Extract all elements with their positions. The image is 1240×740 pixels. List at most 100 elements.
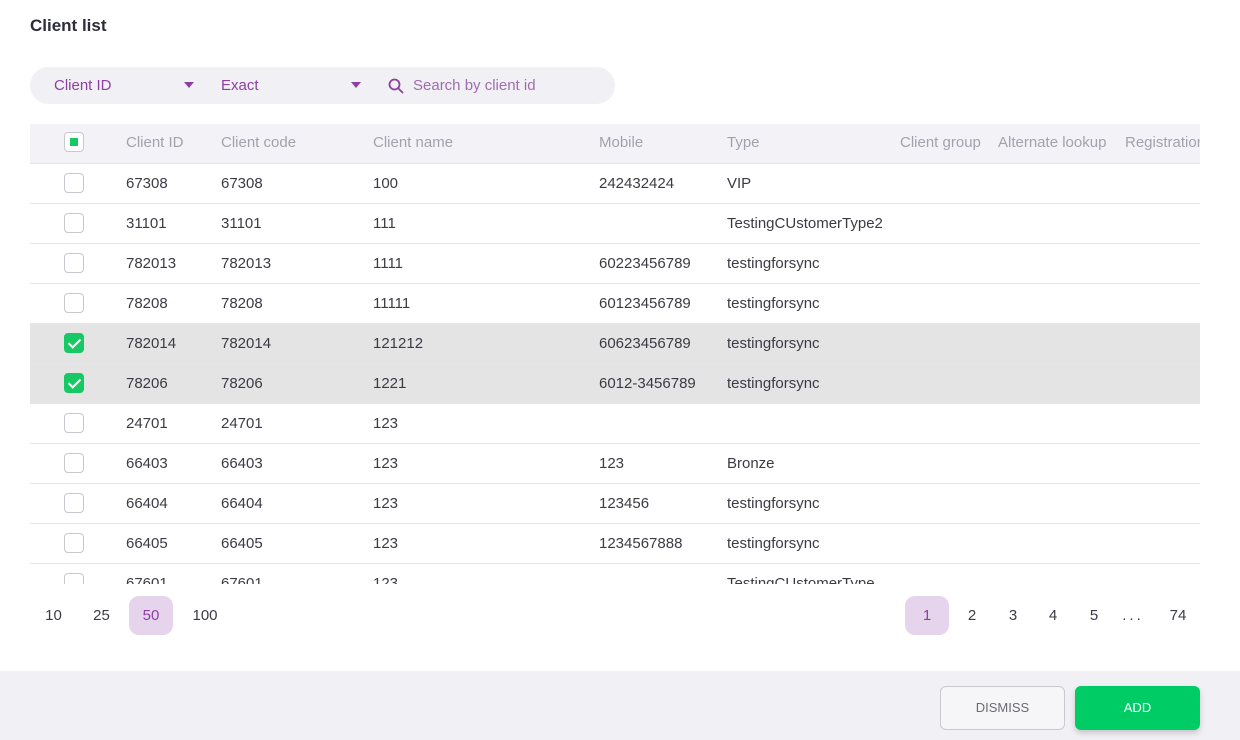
row-checkbox[interactable] [64,333,84,353]
table-row[interactable]: 782014 782014 121212 60623456789 testingfors… [30,324,1200,364]
cell-type: VIP [727,175,752,192]
column-header-client-group[interactable]: Client group [900,134,981,151]
page-button[interactable]: 74 [1169,607,1187,624]
cell-client-id: 67308 [126,175,168,192]
page-size-option[interactable]: 10 [45,607,62,624]
cell-client-id: 78208 [126,295,168,312]
row-checkbox[interactable] [64,453,84,473]
table-row[interactable]: 782013 782013 1111 60223456789 testingforsyn… [30,244,1200,284]
table-row[interactable]: 67308 67308 100 242432424 VIP [30,164,1200,204]
select-all-checkbox[interactable] [64,132,84,152]
cell-client-code: 78208 [221,295,263,312]
page-button[interactable]: 3 [1008,607,1018,624]
row-checkbox[interactable] [64,173,84,193]
cell-mobile: 60123456789 [599,295,691,312]
cell-type: Bronze [727,455,775,472]
column-header-type[interactable]: Type [727,134,760,151]
filter-field-select[interactable]: Client ID [54,67,204,104]
cell-type: TestingCUstomerType [727,575,875,584]
table-row[interactable]: 78206 78206 1221 6012-3456789 testingforsync [30,364,1200,404]
cell-type: testingforsync [727,375,820,392]
cell-client-code: 66404 [221,495,263,512]
cell-type: testingforsync [727,495,820,512]
filter-match-select[interactable]: Exact [221,67,371,104]
cell-client-code: 782013 [221,255,272,272]
add-button[interactable]: ADD [1075,686,1200,730]
row-checkbox[interactable] [64,373,84,393]
column-header-registration[interactable]: Registration [1125,134,1200,151]
row-checkbox[interactable] [64,533,84,553]
table-row[interactable]: 67601 67601 123 TestingCUstomerType [30,564,1200,584]
table-row[interactable]: 31101 31101 111 TestingCUstomerType2 [30,204,1200,244]
cell-client-code: 24701 [221,415,263,432]
table-row[interactable]: 66403 66403 123 123 Bronze [30,444,1200,484]
cell-client-code: 782014 [221,335,272,352]
cell-type: TestingCUstomerType2 [727,215,883,232]
table-row[interactable]: 24701 24701 123 [30,404,1200,444]
cell-client-id: 782013 [126,255,177,272]
filter-bar: Client ID Exact [30,67,615,104]
search-icon [388,78,404,93]
page-button[interactable]: 1 [905,596,949,635]
cell-client-name: 123 [373,415,399,432]
search-input[interactable] [413,77,603,94]
row-checkbox[interactable] [64,573,84,584]
cell-client-id: 78206 [126,375,168,392]
cell-client-code: 78206 [221,375,263,392]
page-button[interactable]: 5 [1089,607,1099,624]
page-ellipsis: ... [1122,607,1144,624]
cell-client-id: 66403 [126,455,168,472]
column-header-alternate-lookup[interactable]: Alternate lookup [998,134,1107,151]
cell-client-name: 11111 [373,295,411,312]
page-size-option[interactable]: 100 [192,607,218,624]
cell-mobile: 6012-3456789 [599,375,696,392]
cell-client-code: 66405 [221,535,263,552]
cell-mobile: 60623456789 [599,335,691,352]
filter-field-label: Client ID [54,77,112,94]
cell-client-name: 123 [373,535,399,552]
cell-type: testingforsync [727,295,820,312]
cell-client-name: 123 [373,575,399,584]
table-header: Client ID Client code Client name Mobile… [30,124,1200,164]
client-table: Client ID Client code Client name Mobile… [30,124,1200,584]
cell-client-name: 121212 [373,335,424,352]
cell-client-name: 111 [373,215,396,232]
table-row[interactable]: 78208 78208 11111 60123456789 testingforsync [30,284,1200,324]
page-size-option[interactable]: 25 [93,607,110,624]
chevron-down-icon [351,82,361,88]
cell-client-code: 67308 [221,175,263,192]
row-checkbox[interactable] [64,293,84,313]
table-row[interactable]: 66405 66405 123 1234567888 testingforsync [30,524,1200,564]
cell-client-id: 67601 [126,575,168,584]
page-size-option[interactable]: 50 [129,596,173,635]
column-header-client-id[interactable]: Client ID [126,134,184,151]
row-checkbox[interactable] [64,413,84,433]
row-checkbox[interactable] [64,493,84,513]
cell-client-id: 66405 [126,535,168,552]
cell-mobile: 1234567888 [599,535,683,552]
cell-type: testingforsync [727,255,820,272]
cell-mobile: 242432424 [599,175,675,192]
search-box [388,67,608,104]
column-header-mobile[interactable]: Mobile [599,134,644,151]
column-header-client-code[interactable]: Client code [221,134,297,151]
cell-client-name: 123 [373,495,399,512]
page-button[interactable]: 2 [967,607,977,624]
cell-client-code: 67601 [221,575,263,584]
page-button[interactable]: 4 [1048,607,1058,624]
cell-mobile: 123 [599,455,625,472]
cell-client-id: 66404 [126,495,168,512]
row-checkbox[interactable] [64,253,84,273]
cell-client-code: 66403 [221,455,263,472]
column-header-client-name[interactable]: Client name [373,134,454,151]
cell-type: testingforsync [727,535,820,552]
row-checkbox[interactable] [64,213,84,233]
page-title: Client list [30,16,107,35]
cell-mobile: 123456 [599,495,650,512]
cell-type: testingforsync [727,335,820,352]
filter-match-label: Exact [221,77,259,94]
dismiss-button[interactable]: DISMISS [940,686,1065,730]
cell-client-name: 1221 [373,375,407,392]
cell-client-name: 100 [373,175,399,192]
table-row[interactable]: 66404 66404 123 123456 testingforsync [30,484,1200,524]
